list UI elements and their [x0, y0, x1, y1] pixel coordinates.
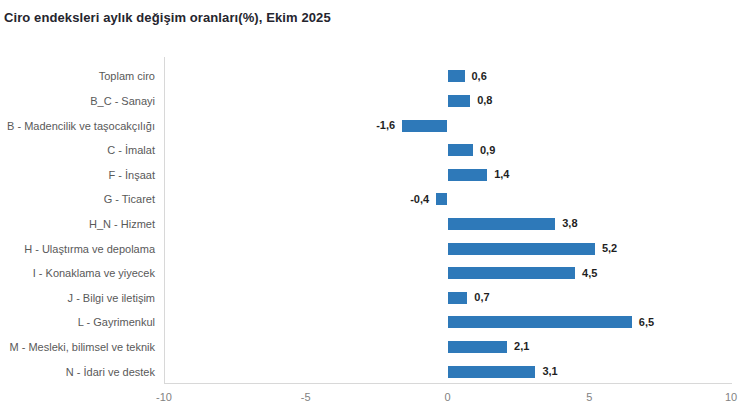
value-label: 2,1: [514, 340, 529, 353]
x-tick-label: 5: [586, 391, 592, 403]
category-label: J - Bilgi ve iletişim: [0, 291, 155, 305]
value-label: -1,6: [376, 119, 395, 132]
category-label: Toplam ciro: [0, 69, 155, 83]
value-label: 4,5: [582, 267, 597, 280]
category-label: F - İnşaat: [0, 168, 155, 182]
chart-title: Ciro endeksleri aylık değişim oranları(%…: [4, 10, 331, 25]
bar[interactable]: [448, 218, 556, 230]
value-label: 6,5: [639, 316, 654, 329]
category-label: B - Madencilik ve taşocakçılığı: [0, 119, 155, 133]
category-label: H_N - Hizmet: [0, 217, 155, 231]
value-label: 0,9: [480, 144, 495, 157]
bar[interactable]: [448, 292, 468, 304]
bar[interactable]: [448, 267, 576, 279]
x-axis-line: [164, 383, 732, 384]
value-label: 3,1: [542, 365, 557, 378]
x-tick-label: 10: [725, 391, 737, 403]
category-label: N - İdari ve destek: [0, 365, 155, 379]
turnover-index-bar-chart: Ciro endeksleri aylık değişim oranları(%…: [0, 0, 750, 418]
value-label: 5,2: [602, 242, 617, 255]
bar[interactable]: [448, 243, 595, 255]
bar[interactable]: [402, 120, 447, 132]
value-label: 0,7: [474, 291, 489, 304]
value-label: 0,6: [472, 70, 487, 83]
x-tick-label: -5: [301, 391, 311, 403]
y-axis-line: [164, 57, 165, 384]
bar[interactable]: [448, 316, 632, 328]
x-tick-label: -10: [156, 391, 172, 403]
bar[interactable]: [448, 366, 536, 378]
bar[interactable]: [448, 70, 465, 82]
category-label: H - Ulaştırma ve depolama: [0, 242, 155, 256]
value-label: 1,4: [494, 168, 509, 181]
value-label: -0,4: [410, 193, 429, 206]
bar[interactable]: [448, 169, 488, 181]
value-label: 3,8: [562, 217, 577, 230]
category-label: I - Konaklama ve yiyecek: [0, 266, 155, 280]
category-label: L - Gayrimenkul: [0, 315, 155, 329]
bar[interactable]: [436, 193, 447, 205]
category-label: B_C - Sanayi: [0, 94, 155, 108]
category-label: G - Ticaret: [0, 192, 155, 206]
category-label: M - Mesleki, bilimsel ve teknik: [0, 340, 155, 354]
category-label: C - İmalat: [0, 143, 155, 157]
bar[interactable]: [448, 341, 508, 353]
bar[interactable]: [448, 95, 471, 107]
x-tick-label: 0: [444, 391, 450, 403]
bar[interactable]: [448, 144, 474, 156]
value-label: 0,8: [477, 94, 492, 107]
